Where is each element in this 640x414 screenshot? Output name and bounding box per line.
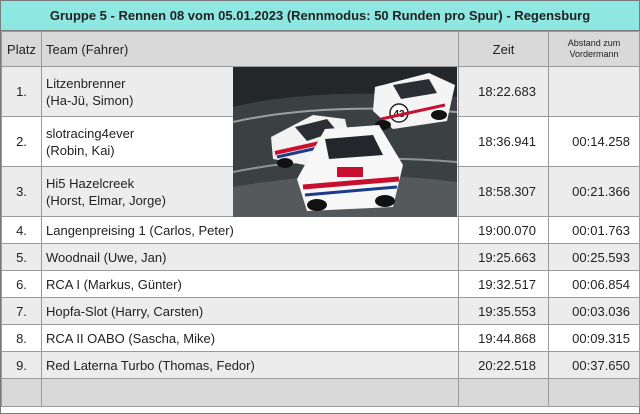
column-header-abstand-line2: Vordermann [569, 49, 619, 59]
column-header-team: Team (Fahrer) [41, 31, 459, 67]
race-cars-illustration: 43 [233, 67, 457, 217]
column-header-abstand-line1: Abstand zum [567, 38, 621, 48]
gap-cell: 00:03.036 [548, 297, 640, 325]
time-cell: 20:22.518 [458, 351, 549, 379]
race-car-front [297, 125, 403, 211]
gap-cell [548, 66, 640, 117]
gap-cell: 00:25.593 [548, 243, 640, 271]
table-footer-row [1, 378, 640, 407]
time-cell: 18:36.941 [458, 116, 549, 167]
column-header-platz: Platz [1, 31, 42, 67]
rank-cell: 6. [1, 270, 42, 298]
column-header-zeit: Zeit [458, 31, 549, 67]
race-car-right: 43 [373, 73, 455, 130]
team-drivers: (Robin, Kai) [46, 142, 115, 158]
time-cell: 19:44.868 [458, 324, 549, 352]
team-drivers: (Ha-Jü, Simon) [46, 92, 134, 108]
rank-cell: 9. [1, 351, 42, 379]
time-cell: 18:58.307 [458, 166, 549, 217]
gap-cell: 00:14.258 [548, 116, 640, 167]
team-cell: Woodnail (Uwe, Jan) [41, 243, 459, 271]
team-name: Litzenbrenner [46, 75, 126, 91]
rank-cell: 8. [1, 324, 42, 352]
gap-cell: 00:01.763 [548, 216, 640, 244]
team-cell: Red Laterna Turbo (Thomas, Fedor) [41, 351, 459, 379]
rank-cell: 3. [1, 166, 42, 217]
footer-cell [458, 378, 549, 407]
gap-cell: 00:09.315 [548, 324, 640, 352]
column-header-abstand: Abstand zum Vordermann [548, 31, 640, 67]
time-cell: 18:22.683 [458, 66, 549, 117]
gap-cell: 00:21.366 [548, 166, 640, 217]
table-row: 9. Red Laterna Turbo (Thomas, Fedor) 20:… [1, 351, 640, 379]
rank-cell: 1. [1, 66, 42, 117]
team-name: Hi5 Hazelcreek [46, 175, 135, 191]
team-cell: RCA II OABO (Sascha, Mike) [41, 324, 459, 352]
rank-cell: 7. [1, 297, 42, 325]
table-row: 8. RCA II OABO (Sascha, Mike) 19:44.868 … [1, 324, 640, 352]
rank-cell: 4. [1, 216, 42, 244]
team-cell: Hopfa-Slot (Harry, Carsten) [41, 297, 459, 325]
team-drivers: (Horst, Elmar, Jorge) [46, 192, 166, 208]
footer-cell [548, 378, 640, 407]
gap-cell: 00:37.650 [548, 351, 640, 379]
time-cell: 19:32.517 [458, 270, 549, 298]
gap-cell: 00:06.854 [548, 270, 640, 298]
time-cell: 19:00.070 [458, 216, 549, 244]
page-title: Gruppe 5 - Rennen 08 vom 05.01.2023 (Ren… [1, 1, 639, 31]
table-row: 6. RCA I (Markus, Günter) 19:32.517 00:0… [1, 270, 640, 298]
table-row: 4. Langenpreising 1 (Carlos, Peter) 19:0… [1, 216, 640, 244]
track-far-area [233, 67, 457, 107]
footer-cell [1, 378, 42, 407]
rank-cell: 5. [1, 243, 42, 271]
team-name: slotracing4ever [46, 125, 135, 141]
table-row: 5. Woodnail (Uwe, Jan) 19:25.663 00:25.5… [1, 243, 640, 271]
team-cell: Langenpreising 1 (Carlos, Peter) [41, 216, 459, 244]
time-cell: 19:25.663 [458, 243, 549, 271]
race-cars-photo: 43 [233, 67, 457, 217]
time-cell: 19:35.553 [458, 297, 549, 325]
footer-cell [41, 378, 459, 407]
team-cell: RCA I (Markus, Günter) [41, 270, 459, 298]
table-row: 7. Hopfa-Slot (Harry, Carsten) 19:35.553… [1, 297, 640, 325]
table-header-row: Platz Team (Fahrer) Zeit Abstand zum Vor… [1, 31, 640, 67]
rank-cell: 2. [1, 116, 42, 167]
